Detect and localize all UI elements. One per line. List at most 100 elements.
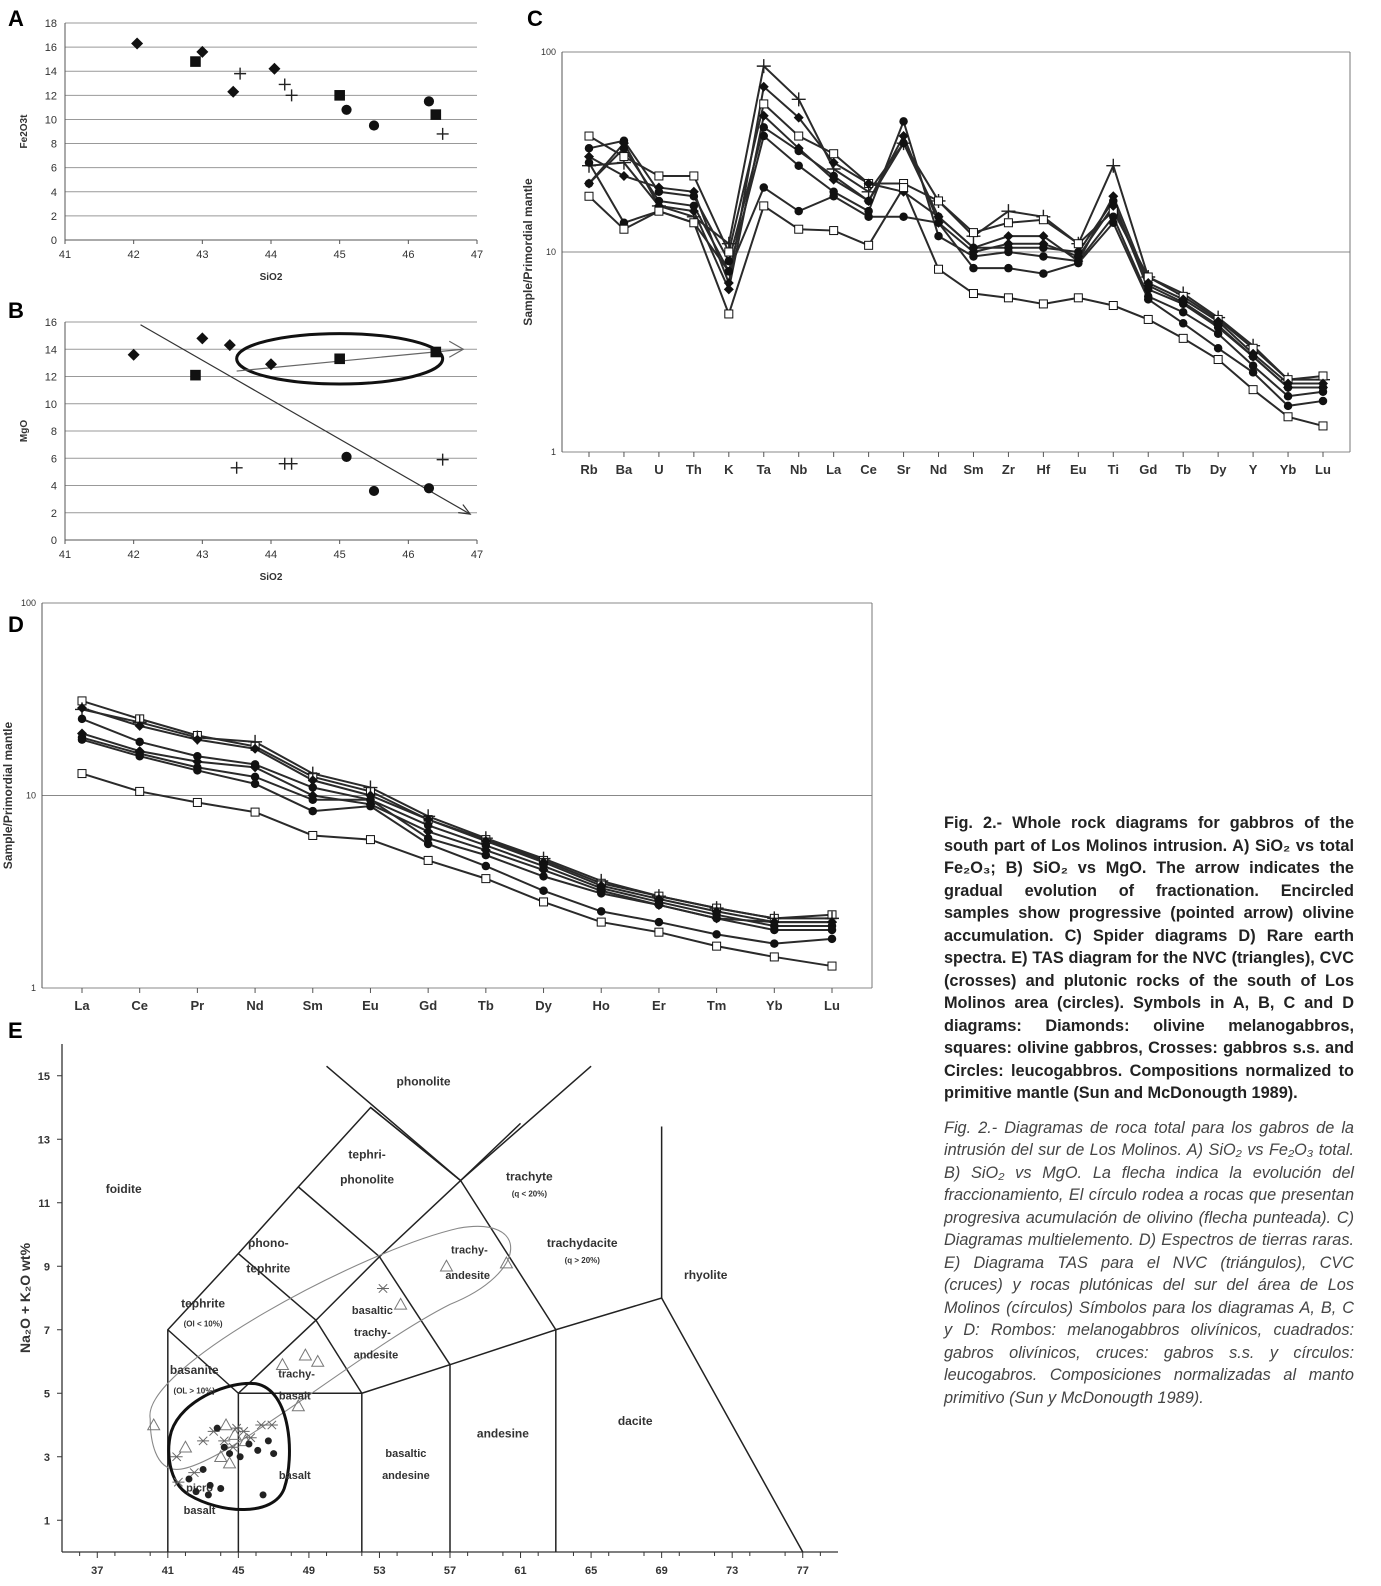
x-tick-label: 45 (232, 1565, 244, 1577)
circle-point (829, 191, 838, 201)
circle-point (366, 795, 375, 805)
y-tick-label: 6 (51, 453, 57, 465)
square-point (1003, 293, 1013, 303)
x-tick-label: 49 (303, 1565, 315, 1577)
square-point (654, 171, 664, 181)
y-tick-label: 10 (45, 114, 57, 126)
diamond-point (1213, 320, 1224, 331)
category-label: Ta (757, 462, 772, 477)
category-label: Ce (131, 998, 148, 1013)
tas-boundary (167, 1329, 239, 1394)
category-label: Pr (191, 998, 205, 1013)
circle-point (759, 183, 769, 192)
diamond-point (423, 826, 434, 837)
field-label: (Ol < 10%) (184, 1320, 223, 1329)
y-tick-label: 0 (51, 235, 57, 247)
square-point (759, 201, 769, 211)
asterisk-point (255, 1420, 268, 1430)
cross-point (1001, 204, 1016, 219)
triangle-point (499, 1256, 514, 1269)
square-point (1038, 215, 1048, 225)
square-point (827, 961, 837, 971)
y-tick-label: 11 (38, 1198, 50, 1210)
x-tick-label: 47 (471, 549, 483, 561)
y-tick-label: 13 (38, 1134, 50, 1146)
diamond-point (688, 206, 699, 217)
square-point (619, 224, 629, 234)
field-label: trachy- (451, 1245, 488, 1257)
caption-spanish: Fig. 2.- Diagramas de roca total para lo… (944, 1118, 1354, 1407)
field-label: dacite (618, 1414, 653, 1428)
dot-point (226, 1450, 234, 1458)
asterisk-point (244, 1433, 257, 1443)
diamond-point (828, 174, 839, 185)
circle-point (584, 158, 594, 167)
x-tick-label: 41 (59, 249, 71, 261)
category-label: Ba (616, 462, 633, 477)
panel-label-c: C (527, 6, 543, 31)
triangle-point (298, 1348, 313, 1361)
cross-point (234, 67, 247, 80)
y-tick-label: 12 (45, 372, 57, 384)
square-point (968, 228, 978, 238)
diamond-point (1318, 382, 1328, 393)
square-point (654, 206, 664, 216)
square-point (430, 346, 442, 358)
asterisk-point (188, 1468, 201, 1478)
y-tick-label: 12 (45, 90, 57, 102)
dot-point (259, 1491, 267, 1499)
circle-point (794, 161, 803, 170)
y-tick-label: 15 (38, 1071, 50, 1083)
diamond-point (265, 358, 277, 371)
field-label: foidite (106, 1182, 142, 1196)
y-axis-label: Sample/Primordial mantle (521, 178, 535, 326)
cross-point (230, 461, 243, 474)
diamond-point (618, 170, 629, 181)
x-tick-label: 44 (265, 249, 277, 261)
square-point (934, 264, 944, 274)
dot-point (185, 1475, 193, 1483)
circle-point (423, 96, 435, 107)
volcanic-field-envelope (149, 1225, 512, 1471)
asterisk-point (265, 1420, 278, 1430)
y-tick-label: 1 (44, 1515, 50, 1527)
square-point (1108, 301, 1118, 311)
category-label: Ho (593, 998, 610, 1013)
y-tick-label: 9 (44, 1261, 50, 1273)
diamond-point (769, 917, 780, 928)
field-label: (q > 20%) (565, 1256, 601, 1265)
square-point (829, 226, 839, 236)
tas-boundary (315, 1319, 363, 1394)
plutonic-rocks-envelope (167, 1381, 291, 1511)
circle-point (827, 934, 837, 944)
circle-point (596, 889, 606, 898)
triangle-point (227, 1427, 242, 1440)
chart-e: 135791113153741454953576165697377SiO₂ wt… (17, 1044, 838, 1586)
x-tick-label: 46 (402, 549, 414, 561)
square-point (794, 131, 804, 141)
cross-point (285, 89, 298, 102)
diamond-point (827, 917, 837, 928)
x-axis-label: SiO₂ wt% (419, 1584, 482, 1586)
square-point (308, 830, 318, 840)
diamond-point (1283, 382, 1294, 393)
dot-point (270, 1450, 278, 1458)
triangle-point (439, 1259, 454, 1272)
circle-point (934, 231, 943, 241)
triangle-point (213, 1449, 228, 1463)
circle-point (77, 714, 87, 724)
caption-english: Fig. 2.- Whole rock diagrams for gabbros… (944, 814, 1354, 1102)
category-label: Tb (478, 998, 494, 1013)
circle-point (308, 806, 318, 816)
circle-point (827, 925, 837, 935)
category-label: Eu (1070, 462, 1087, 477)
x-tick-label: 65 (585, 1565, 597, 1577)
circle-point (864, 212, 873, 222)
y-tick-label: 14 (45, 66, 57, 78)
y-tick-label: 16 (45, 317, 57, 329)
diamond-point (793, 143, 804, 154)
diamond-point (127, 348, 140, 361)
circle-point (934, 212, 943, 222)
dot-point (206, 1481, 214, 1489)
diamond-point (223, 339, 236, 352)
